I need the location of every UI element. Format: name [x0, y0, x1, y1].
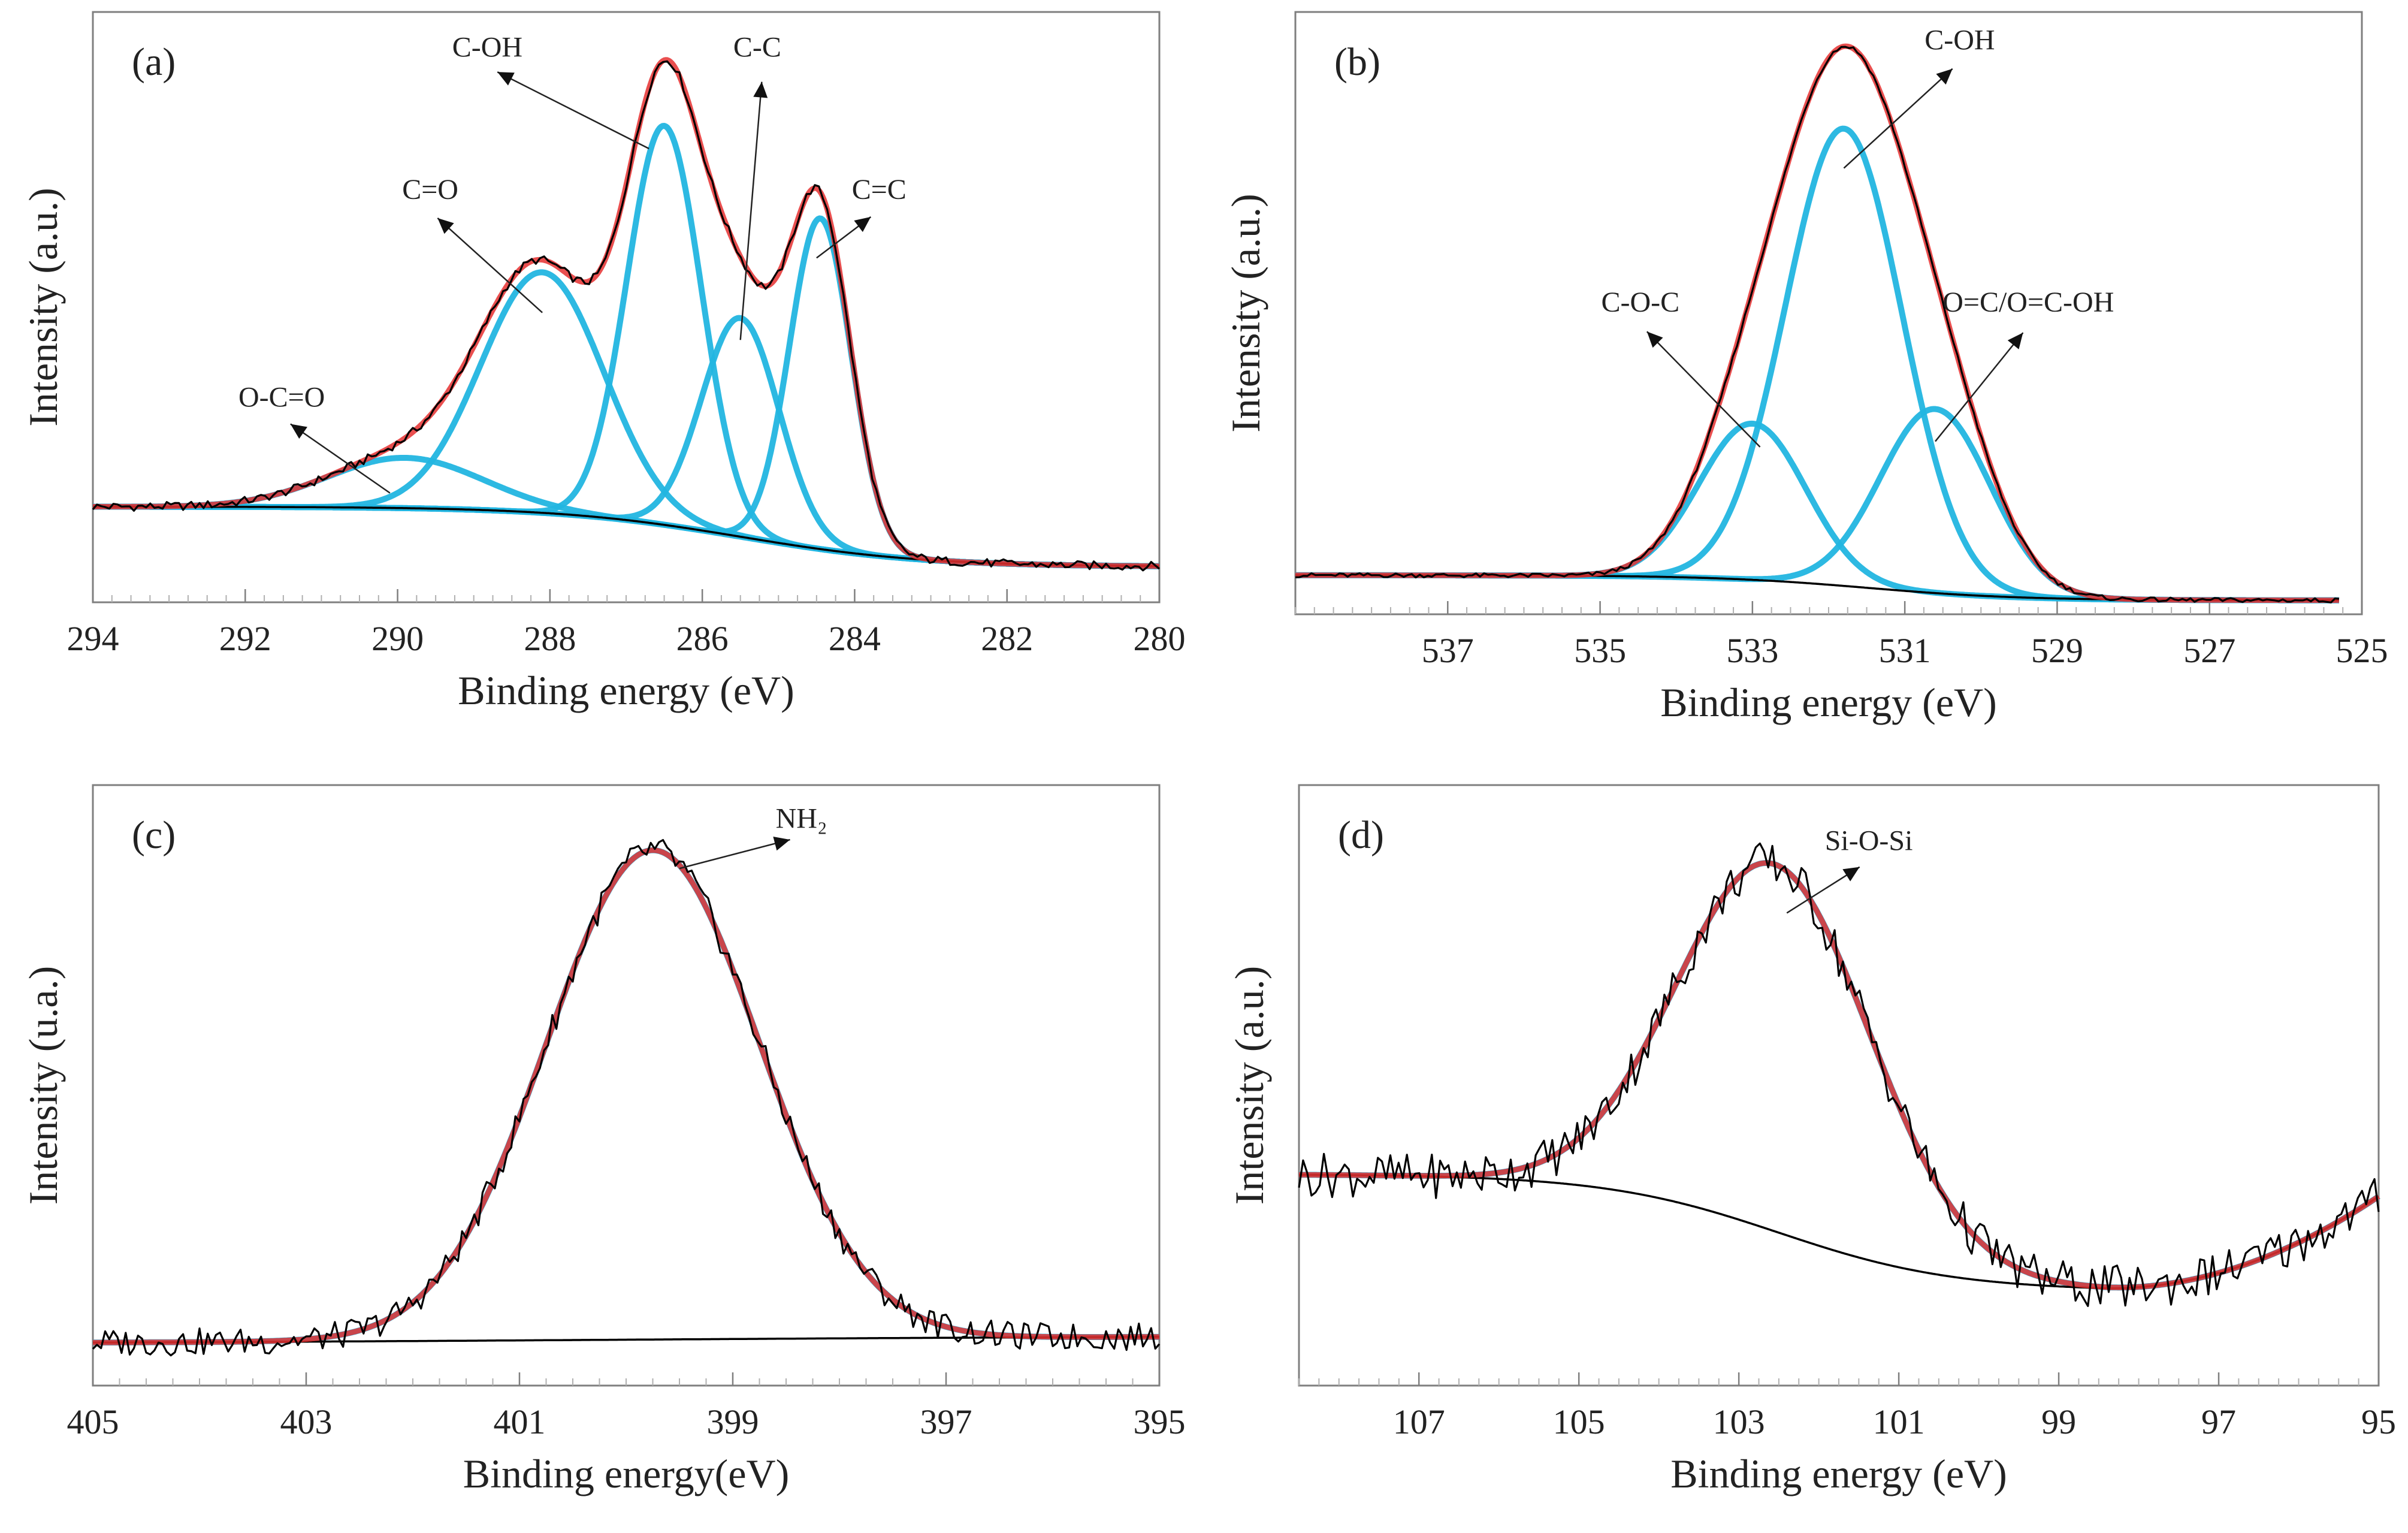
x-tick-label: 97: [2201, 1402, 2236, 1441]
x-tick-label: 294: [67, 619, 119, 658]
x-tick-label: 529: [2031, 631, 2083, 670]
component-peak-c-oh: [1294, 125, 2341, 603]
component-peak-c-c: [91, 315, 1161, 569]
panel-letter: (c): [132, 813, 176, 857]
x-tick-label: 107: [1393, 1402, 1445, 1441]
raw-spectrum: [92, 60, 1161, 572]
annotation-label: C=C: [852, 174, 907, 206]
raw-spectrum: [1295, 46, 2340, 603]
background-line: [1295, 574, 2339, 602]
x-axis-title: Binding energy (eV): [1660, 680, 1997, 725]
annotation-arrowhead: [753, 82, 768, 98]
panel-letter: (d): [1338, 813, 1384, 857]
x-tick-label: 399: [707, 1402, 759, 1441]
x-tick-label: 286: [676, 619, 729, 658]
annotation-label: C-OH: [452, 32, 522, 64]
x-tick-label: 401: [494, 1402, 546, 1441]
annotation-arrowhead: [437, 218, 454, 234]
x-tick-label: 403: [280, 1402, 333, 1441]
x-tick-label: 527: [2183, 631, 2235, 670]
x-tick-label: 397: [920, 1402, 972, 1441]
envelope-fit: [1298, 860, 2380, 1290]
annotation-arrow: [1843, 68, 1953, 169]
annotation-label: C-OH: [1924, 24, 1995, 56]
plot-frame: [92, 784, 1161, 1387]
x-tick-label: 105: [1553, 1402, 1605, 1441]
annotation-arrow: [437, 217, 543, 313]
annotation-arrow: [290, 423, 391, 494]
x-tick-label: 101: [1873, 1402, 1925, 1441]
component-peak-si-o-si: [1297, 860, 2380, 1291]
x-tick-label: 288: [524, 619, 576, 658]
x-tick-label: 95: [2361, 1402, 2396, 1441]
x-tick-label: 533: [1726, 631, 1778, 670]
x-tick-label: 395: [1134, 1402, 1186, 1441]
annotation-arrowhead: [497, 72, 515, 86]
annotation-arrowhead: [2007, 333, 2023, 349]
envelope-fit: [92, 847, 1161, 1345]
x-tick-label: 99: [2041, 1402, 2076, 1441]
y-axis-title: Intensity (a.u.): [20, 188, 66, 426]
annotation-arrowhead: [854, 216, 871, 233]
x-tick-label: 103: [1713, 1402, 1765, 1441]
x-tick-label: 292: [219, 619, 271, 658]
annotation-arrowhead: [1842, 867, 1860, 882]
plot-frame: [92, 11, 1161, 603]
envelope-fit: [1294, 43, 2340, 603]
x-tick-label: 537: [1422, 631, 1474, 670]
chart-panel-1: 294 292 290 288 286 284 282 280 Binding energy (…: [20, 11, 1186, 713]
annotation-label: Si-O-Si: [1825, 825, 1913, 857]
annotation-arrow: [679, 838, 790, 870]
chart-panel-3: 405 403 401 399 397 395 Binding energy(eV) Inte…: [20, 784, 1186, 1496]
annotation-label: NH₂: [776, 803, 827, 835]
x-tick-label: 405: [67, 1402, 119, 1441]
x-tick-label: 525: [2336, 631, 2388, 670]
panel-letter: (a): [132, 40, 176, 84]
raw-spectrum: [1298, 842, 2380, 1307]
annotation-arrowhead: [773, 837, 790, 851]
x-axis-title: Binding energy(eV): [463, 1451, 790, 1496]
annotation-arrow: [497, 71, 649, 150]
y-axis-title: Intensity (a.u.): [1226, 966, 1272, 1205]
component-peak-nh2: [91, 847, 1161, 1346]
annotation-label: C-O-C: [1601, 286, 1679, 318]
annotation-arrowhead: [1936, 68, 1953, 85]
chart-panel-2: 537 535 533 531 529 527 525 Binding energy (eV)…: [1223, 11, 2388, 725]
x-tick-label: 535: [1574, 631, 1626, 670]
x-tick-label: 284: [829, 619, 881, 658]
x-axis-title: Binding energy (eV): [458, 668, 794, 713]
x-tick-label: 282: [981, 619, 1033, 658]
x-axis-title: Binding energy (eV): [1670, 1451, 2007, 1496]
annotation-arrow: [739, 82, 763, 340]
x-tick-label: 290: [371, 619, 424, 658]
x-tick-label: 531: [1879, 631, 1931, 670]
y-axis-title: Intensity (a.u.): [1223, 194, 1268, 432]
annotation-label: C-C: [733, 32, 781, 64]
annotation-label: O-C=O: [238, 381, 325, 413]
annotation-label: C=O: [402, 174, 458, 206]
plot-frame: [1298, 784, 2380, 1387]
component-peak-o-c-o: [91, 455, 1161, 569]
annotation-arrowhead: [1646, 331, 1663, 348]
x-tick-label: 280: [1134, 619, 1186, 658]
annotation-arrowhead: [290, 424, 307, 439]
panel-letter: (b): [1334, 40, 1380, 84]
annotation-label: O=C/O=C-OH: [1942, 286, 2114, 318]
chart-panel-4: 107 105 103 101 99 97 95 Binding energy (eV) Int…: [1226, 784, 2396, 1496]
raw-spectrum: [92, 839, 1161, 1357]
y-axis-title: Intensity (u.a.): [20, 966, 66, 1205]
envelope-fit: [92, 57, 1161, 569]
annotation-arrow: [1646, 331, 1761, 448]
annotation-arrow: [1935, 332, 2024, 442]
